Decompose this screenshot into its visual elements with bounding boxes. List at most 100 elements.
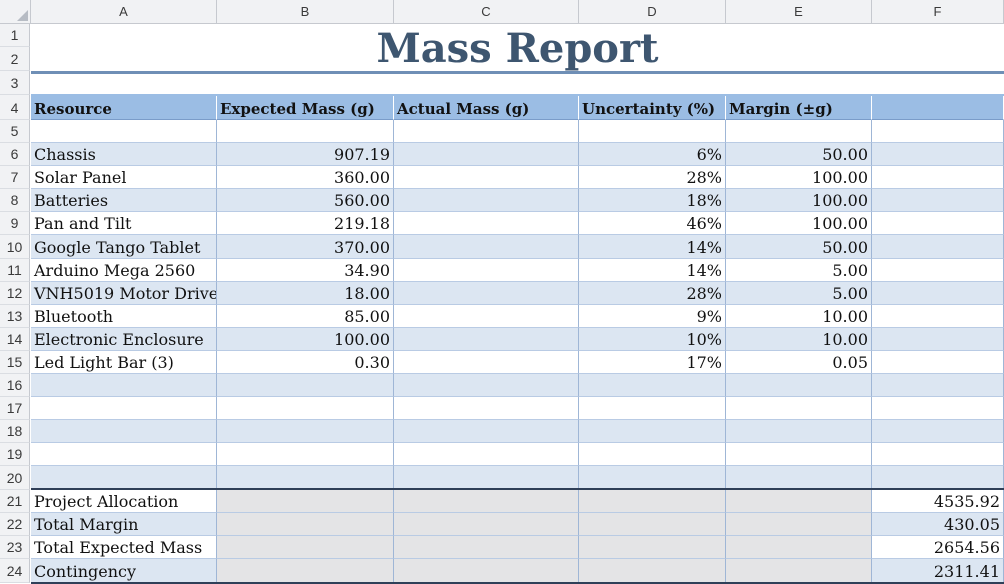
row-header-24[interactable]: 24 — [0, 559, 30, 583]
cell[interactable] — [579, 420, 726, 443]
cell[interactable] — [726, 120, 872, 143]
cell[interactable] — [217, 559, 394, 583]
row-header-18[interactable]: 18 — [0, 420, 30, 443]
row-header-2[interactable]: 2 — [0, 47, 30, 71]
cell[interactable] — [31, 120, 217, 143]
actual-mass-cell[interactable] — [394, 259, 579, 282]
uncertainty-cell[interactable]: 28% — [579, 166, 726, 189]
header-cell[interactable]: Uncertainty (%) — [579, 95, 726, 120]
cell[interactable] — [394, 443, 579, 466]
row-header-4[interactable]: 4 — [0, 95, 30, 120]
cell[interactable] — [726, 397, 872, 420]
row-header-19[interactable]: 19 — [0, 443, 30, 466]
cell[interactable] — [872, 443, 1004, 466]
cell[interactable] — [579, 443, 726, 466]
cell[interactable] — [394, 374, 579, 397]
row-header-21[interactable]: 21 — [0, 490, 30, 513]
expected-mass-cell[interactable]: 560.00 — [217, 189, 394, 212]
cell[interactable] — [394, 559, 579, 583]
cell[interactable] — [579, 536, 726, 559]
cell[interactable] — [394, 490, 579, 513]
resource-cell[interactable]: Chassis — [31, 143, 217, 166]
summary-label-cell[interactable]: Contingency — [31, 559, 217, 583]
cell[interactable] — [31, 420, 217, 443]
actual-mass-cell[interactable] — [394, 143, 579, 166]
cell[interactable] — [872, 166, 1004, 189]
header-cell[interactable]: Expected Mass (g) — [217, 95, 394, 120]
cell[interactable] — [217, 490, 394, 513]
cell[interactable] — [394, 536, 579, 559]
cell[interactable] — [726, 559, 872, 583]
cell[interactable] — [726, 513, 872, 536]
column-header-e[interactable]: E — [726, 0, 872, 23]
select-all-corner[interactable] — [0, 0, 31, 23]
resource-cell[interactable]: Pan and Tilt — [31, 212, 217, 235]
resource-cell[interactable]: VNH5019 Motor Driver — [31, 282, 217, 305]
margin-cell[interactable]: 10.00 — [726, 328, 872, 351]
cell[interactable] — [394, 397, 579, 420]
margin-cell[interactable]: 100.00 — [726, 166, 872, 189]
row-3-spacer[interactable] — [31, 74, 1004, 96]
uncertainty-cell[interactable]: 9% — [579, 305, 726, 328]
row-header-20[interactable]: 20 — [0, 466, 30, 490]
cell[interactable] — [579, 374, 726, 397]
cell[interactable] — [872, 143, 1004, 166]
row-header-5[interactable]: 5 — [0, 120, 30, 143]
row-header-12[interactable]: 12 — [0, 282, 30, 305]
expected-mass-cell[interactable]: 0.30 — [217, 351, 394, 374]
uncertainty-cell[interactable]: 28% — [579, 282, 726, 305]
cell[interactable] — [31, 374, 217, 397]
cell[interactable] — [579, 559, 726, 583]
cell[interactable] — [726, 490, 872, 513]
expected-mass-cell[interactable]: 34.90 — [217, 259, 394, 282]
cell[interactable] — [579, 490, 726, 513]
cell[interactable] — [872, 420, 1004, 443]
row-header-23[interactable]: 23 — [0, 536, 30, 559]
header-cell[interactable] — [872, 95, 1004, 120]
row-header-22[interactable]: 22 — [0, 513, 30, 536]
summary-value-cell[interactable]: 4535.92 — [872, 490, 1004, 513]
actual-mass-cell[interactable] — [394, 189, 579, 212]
summary-label-cell[interactable]: Total Expected Mass — [31, 536, 217, 559]
resource-cell[interactable]: Led Light Bar (3) — [31, 351, 217, 374]
actual-mass-cell[interactable] — [394, 235, 579, 259]
cell[interactable] — [726, 466, 872, 490]
cell[interactable] — [872, 374, 1004, 397]
cell[interactable] — [217, 374, 394, 397]
cell[interactable] — [394, 466, 579, 490]
margin-cell[interactable]: 50.00 — [726, 235, 872, 259]
cell[interactable] — [217, 536, 394, 559]
row-header-10[interactable]: 10 — [0, 235, 30, 259]
actual-mass-cell[interactable] — [394, 328, 579, 351]
cell[interactable] — [31, 443, 217, 466]
cell[interactable] — [726, 443, 872, 466]
actual-mass-cell[interactable] — [394, 166, 579, 189]
summary-value-cell[interactable]: 2311.41 — [872, 559, 1004, 583]
actual-mass-cell[interactable] — [394, 305, 579, 328]
cell[interactable] — [31, 466, 217, 490]
cell[interactable] — [872, 328, 1004, 351]
row-header-6[interactable]: 6 — [0, 143, 30, 166]
uncertainty-cell[interactable]: 17% — [579, 351, 726, 374]
cell[interactable] — [872, 351, 1004, 374]
row-header-11[interactable]: 11 — [0, 259, 30, 282]
cell[interactable] — [872, 212, 1004, 235]
cell[interactable] — [217, 443, 394, 466]
row-header-16[interactable]: 16 — [0, 374, 30, 397]
cell[interactable] — [31, 397, 217, 420]
header-cell[interactable]: Actual Mass (g) — [394, 95, 579, 120]
header-cell[interactable]: Resource — [31, 95, 217, 120]
row-header-14[interactable]: 14 — [0, 328, 30, 351]
uncertainty-cell[interactable]: 14% — [579, 259, 726, 282]
margin-cell[interactable]: 5.00 — [726, 282, 872, 305]
cell[interactable] — [217, 420, 394, 443]
cell[interactable] — [579, 513, 726, 536]
expected-mass-cell[interactable]: 907.19 — [217, 143, 394, 166]
row-header-8[interactable]: 8 — [0, 189, 30, 212]
row-header-7[interactable]: 7 — [0, 166, 30, 189]
resource-cell[interactable]: Electronic Enclosure — [31, 328, 217, 351]
expected-mass-cell[interactable]: 85.00 — [217, 305, 394, 328]
resource-cell[interactable]: Batteries — [31, 189, 217, 212]
margin-cell[interactable]: 5.00 — [726, 259, 872, 282]
cell[interactable] — [394, 513, 579, 536]
